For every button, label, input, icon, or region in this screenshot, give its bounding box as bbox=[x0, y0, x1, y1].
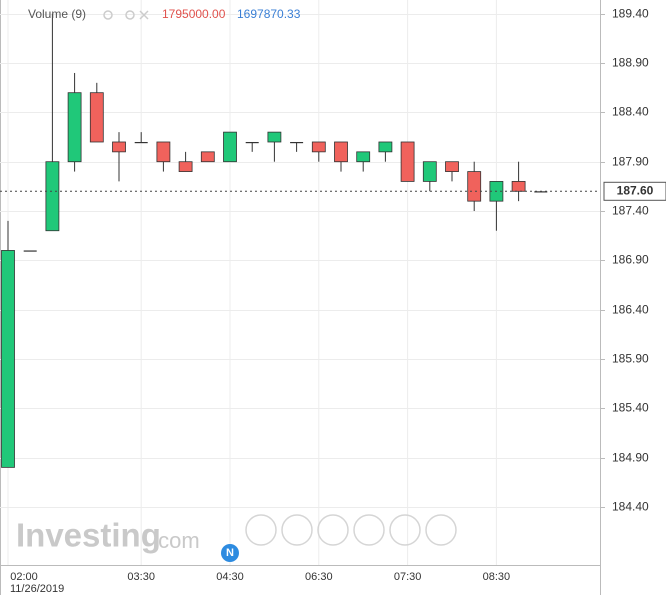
tool-button[interactable] bbox=[245, 514, 277, 546]
watermark-suffix: .com bbox=[152, 528, 200, 553]
y-tick-label: 188.40 bbox=[612, 105, 649, 119]
x-tick-label: 06:30 bbox=[305, 571, 333, 583]
y-tick-label: 184.90 bbox=[612, 451, 649, 465]
candle-body bbox=[534, 191, 548, 193]
candle-body bbox=[400, 141, 415, 182]
candle-body bbox=[223, 131, 237, 163]
candle-body bbox=[511, 181, 526, 192]
y-tick-label: 186.40 bbox=[612, 303, 649, 317]
candle-body bbox=[378, 141, 393, 153]
y-tick-label: 186.90 bbox=[612, 253, 649, 267]
candle-body bbox=[89, 92, 104, 143]
event-marker[interactable] bbox=[221, 544, 239, 562]
y-tick-label: 184.40 bbox=[612, 500, 649, 514]
candle-body bbox=[23, 250, 37, 252]
candle-body bbox=[245, 141, 259, 144]
y-tick-label: 188.90 bbox=[612, 56, 649, 70]
candle-body bbox=[134, 141, 148, 144]
y-tick-label: 189.40 bbox=[612, 7, 649, 21]
tool-button[interactable] bbox=[425, 514, 457, 546]
tool-button[interactable] bbox=[317, 514, 349, 546]
tool-button[interactable] bbox=[353, 514, 385, 546]
y-tick-label: 185.40 bbox=[612, 401, 649, 415]
candle-body bbox=[290, 141, 304, 144]
candle-body bbox=[178, 161, 193, 172]
last-price-label: 187.60 bbox=[617, 183, 654, 197]
candle-body bbox=[112, 141, 126, 153]
volume-value-up: 1697870.33 bbox=[237, 7, 301, 21]
candle-body bbox=[67, 92, 82, 163]
legend-icons bbox=[103, 10, 149, 20]
volume-value-down: 1795000.00 bbox=[162, 7, 226, 21]
candle-body bbox=[267, 131, 282, 143]
candle-body bbox=[422, 161, 437, 182]
candle-body bbox=[200, 151, 215, 163]
candle-body bbox=[467, 171, 482, 202]
y-tick-label: 185.90 bbox=[612, 352, 649, 366]
x-tick-label: 02:00 bbox=[10, 571, 38, 583]
x-tick-label: 07:30 bbox=[394, 571, 422, 583]
y-tick-label: 187.90 bbox=[612, 155, 649, 169]
event-marker-label: N bbox=[226, 547, 234, 559]
last-price-box bbox=[603, 181, 666, 201]
candle-body bbox=[1, 250, 15, 468]
y-tick-label: 187.40 bbox=[612, 204, 649, 218]
volume-label: Volume (9) bbox=[28, 7, 86, 21]
date-label: 11/26/2019 bbox=[10, 583, 64, 595]
tool-button[interactable] bbox=[281, 514, 313, 546]
watermark: Investing bbox=[16, 517, 161, 554]
candle-body bbox=[311, 141, 326, 153]
x-tick-label: 04:30 bbox=[216, 571, 244, 583]
candle-body bbox=[156, 141, 171, 163]
toolbar bbox=[245, 514, 457, 546]
x-tick-label: 03:30 bbox=[127, 571, 155, 583]
candle-body bbox=[356, 151, 371, 163]
tool-button[interactable] bbox=[389, 514, 421, 546]
x-tick-label: 08:30 bbox=[483, 571, 511, 583]
candle-body bbox=[334, 141, 348, 163]
candle-body bbox=[445, 161, 459, 172]
candle-body bbox=[45, 161, 60, 232]
